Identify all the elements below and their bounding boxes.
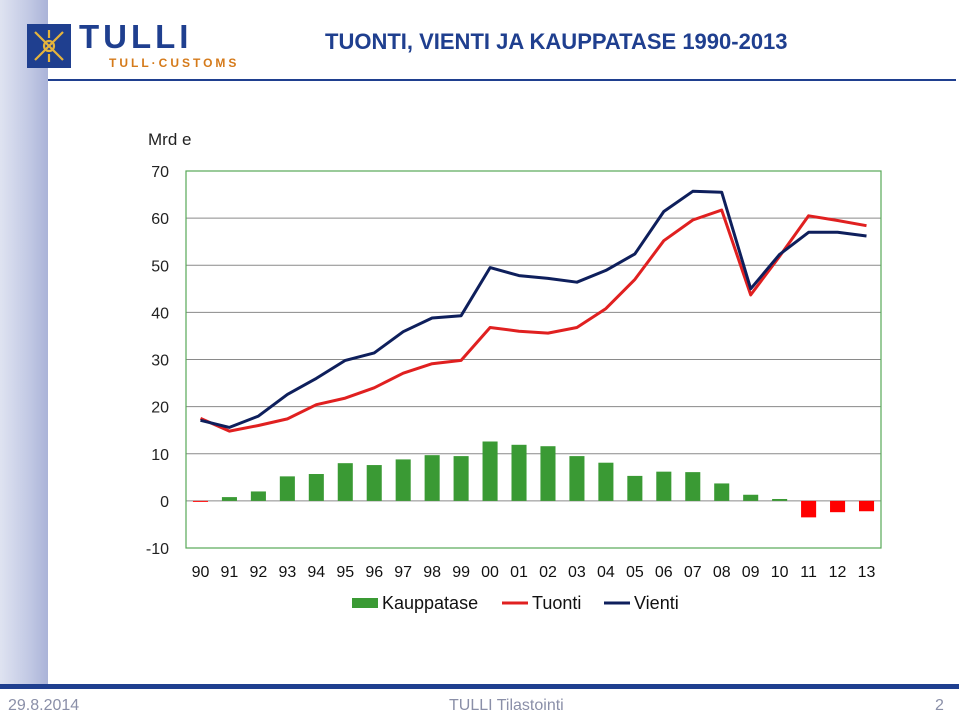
x-tick-label: 92 <box>249 564 267 581</box>
bar-kauppatase <box>830 500 846 513</box>
x-tick-label: 02 <box>539 564 557 581</box>
x-tick-label: 07 <box>684 564 702 581</box>
sidebar-gradient <box>0 0 48 687</box>
bar-kauppatase <box>424 455 440 501</box>
bar-kauppatase <box>656 471 672 501</box>
bar-kauppatase <box>627 475 643 501</box>
x-tick-label: 94 <box>307 564 325 581</box>
y-tick-label: 0 <box>160 494 169 511</box>
page-title: TUONTI, VIENTI JA KAUPPATASE 1990-2013 <box>325 29 788 54</box>
footer-divider <box>0 684 959 689</box>
y-tick-label: 30 <box>151 353 169 370</box>
y-tick-label: 50 <box>151 258 169 275</box>
y-tick-label: 60 <box>151 211 169 228</box>
bar-kauppatase <box>801 500 817 518</box>
y-tick-label: -10 <box>146 541 169 558</box>
x-tick-label: 08 <box>713 564 731 581</box>
bar-kauppatase <box>569 456 585 501</box>
plot-area-frame <box>185 170 882 549</box>
x-tick-label: 13 <box>858 564 876 581</box>
x-tick-label: 98 <box>423 564 441 581</box>
x-tick-label: 12 <box>829 564 847 581</box>
x-tick-label: 01 <box>510 564 528 581</box>
x-tick-label: 10 <box>771 564 789 581</box>
y-axis-unit-label: Mrd e <box>148 130 192 149</box>
x-tick-label: 91 <box>221 564 239 581</box>
tulli-emblem-icon <box>27 24 71 68</box>
bar-kauppatase <box>743 494 759 501</box>
bar-kauppatase <box>598 462 614 501</box>
legend-label-vienti: Vienti <box>634 593 679 613</box>
bar-kauppatase <box>540 446 556 501</box>
logo-subtitle: TULL·CUSTOMS <box>109 56 240 70</box>
x-tick-label: 09 <box>742 564 760 581</box>
bar-kauppatase <box>858 500 875 512</box>
x-tick-label: 05 <box>626 564 644 581</box>
legend-label-tuonti: Tuonti <box>532 593 581 613</box>
bar-kauppatase <box>395 459 411 501</box>
logo-text: TULLI <box>79 18 193 55</box>
bar-kauppatase <box>337 463 353 501</box>
legend-label-kauppatase: Kauppatase <box>382 593 478 613</box>
line-tuonti <box>199 208 867 433</box>
x-tick-label: 00 <box>481 564 499 581</box>
bar-kauppatase <box>366 465 382 501</box>
x-tick-label: 96 <box>365 564 383 581</box>
x-tick-label: 99 <box>452 564 470 581</box>
bar-kauppatase <box>685 472 701 501</box>
header-divider <box>48 79 956 81</box>
bar-kauppatase <box>192 500 209 502</box>
bar-kauppatase <box>453 456 469 501</box>
footer-center-text: TULLI Tilastointi <box>449 697 564 714</box>
y-tick-label: 40 <box>151 305 169 322</box>
bar-kauppatase <box>772 498 788 501</box>
x-tick-label: 11 <box>800 564 817 581</box>
x-tick-label: 93 <box>278 564 296 581</box>
footer-page-number: 2 <box>935 697 944 714</box>
x-tick-label: 04 <box>597 564 615 581</box>
bar-kauppatase <box>250 491 266 501</box>
bar-kauppatase <box>221 497 237 501</box>
bar-kauppatase <box>511 444 527 501</box>
bar-kauppatase <box>279 476 295 501</box>
y-tick-label: 20 <box>151 400 169 417</box>
y-tick-label: 70 <box>151 164 169 181</box>
x-tick-label: 03 <box>568 564 586 581</box>
footer-date: 29.8.2014 <box>8 697 80 714</box>
x-tick-label: 90 <box>192 564 210 581</box>
legend-swatch-kauppatase <box>352 598 378 608</box>
x-tick-label: 06 <box>655 564 673 581</box>
bar-kauppatase <box>308 474 324 501</box>
y-tick-label: 10 <box>151 447 169 464</box>
x-tick-label: 97 <box>394 564 412 581</box>
bar-kauppatase <box>482 441 498 501</box>
line-vienti <box>200 189 867 429</box>
bar-kauppatase <box>714 483 730 501</box>
x-tick-label: 95 <box>336 564 354 581</box>
